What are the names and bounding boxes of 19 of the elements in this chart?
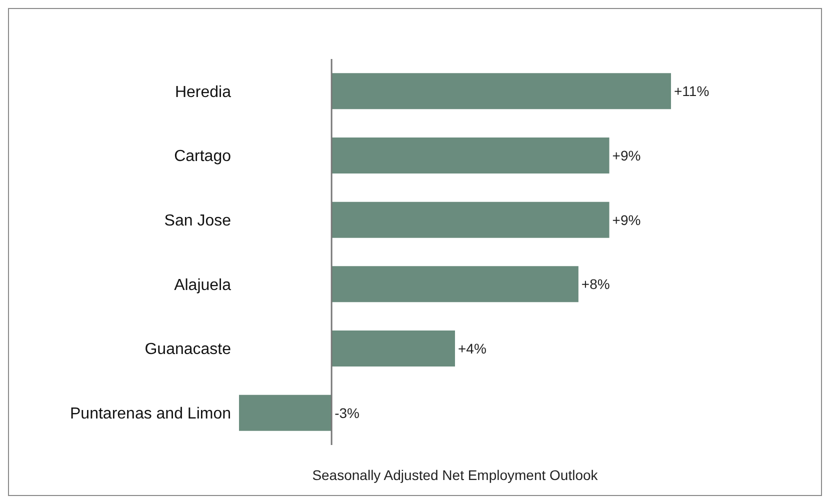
data-label: -3% (334, 404, 360, 421)
bar (332, 266, 578, 302)
y-tick-label: Guanacaste (144, 341, 232, 358)
bar (332, 330, 455, 366)
data-label: +8% (581, 276, 610, 292)
y-tick-label: Heredia (174, 84, 232, 101)
bar (239, 394, 332, 431)
y-tick-label: San Jose (164, 212, 232, 230)
y-tick-label: Puntarenas and Limon (70, 406, 231, 423)
bar (332, 73, 671, 110)
data-label: +9% (612, 147, 641, 164)
data-label: +11% (674, 83, 710, 100)
bar (332, 137, 610, 174)
y-tick-label: Alajuela (174, 276, 232, 294)
x-axis-title: Seasonally Adjusted Net Employment Outlook (312, 467, 599, 483)
bar (332, 202, 610, 238)
data-label: +4% (458, 340, 486, 356)
data-label: +9% (612, 212, 641, 228)
y-tick-label: Cartago (174, 148, 232, 166)
